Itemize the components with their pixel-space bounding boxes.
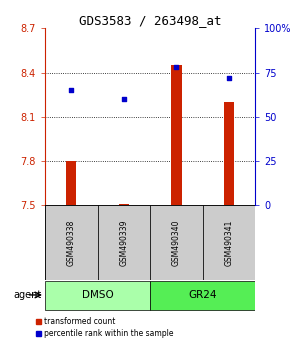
Text: GSM490338: GSM490338	[67, 219, 76, 266]
Bar	[66, 161, 77, 205]
Title: GDS3583 / 263498_at: GDS3583 / 263498_at	[79, 14, 221, 27]
Legend: transformed count, percentile rank within the sample: transformed count, percentile rank withi…	[34, 315, 175, 339]
Text: GSM490341: GSM490341	[224, 219, 233, 266]
Point	[122, 96, 126, 102]
Text: DMSO: DMSO	[82, 290, 113, 300]
Point	[69, 87, 74, 93]
Bar	[119, 204, 129, 205]
Text: GR24: GR24	[188, 290, 217, 300]
Point	[226, 75, 231, 81]
Bar	[224, 102, 234, 205]
Point	[174, 64, 179, 70]
Bar	[203, 205, 255, 280]
Text: GSM490339: GSM490339	[119, 219, 128, 266]
Bar	[150, 281, 255, 310]
Bar	[150, 205, 203, 280]
Bar	[97, 205, 150, 280]
Bar	[45, 281, 150, 310]
Text: agent: agent	[14, 290, 42, 300]
Text: GSM490340: GSM490340	[172, 219, 181, 266]
Bar	[45, 205, 97, 280]
Bar	[171, 65, 182, 205]
